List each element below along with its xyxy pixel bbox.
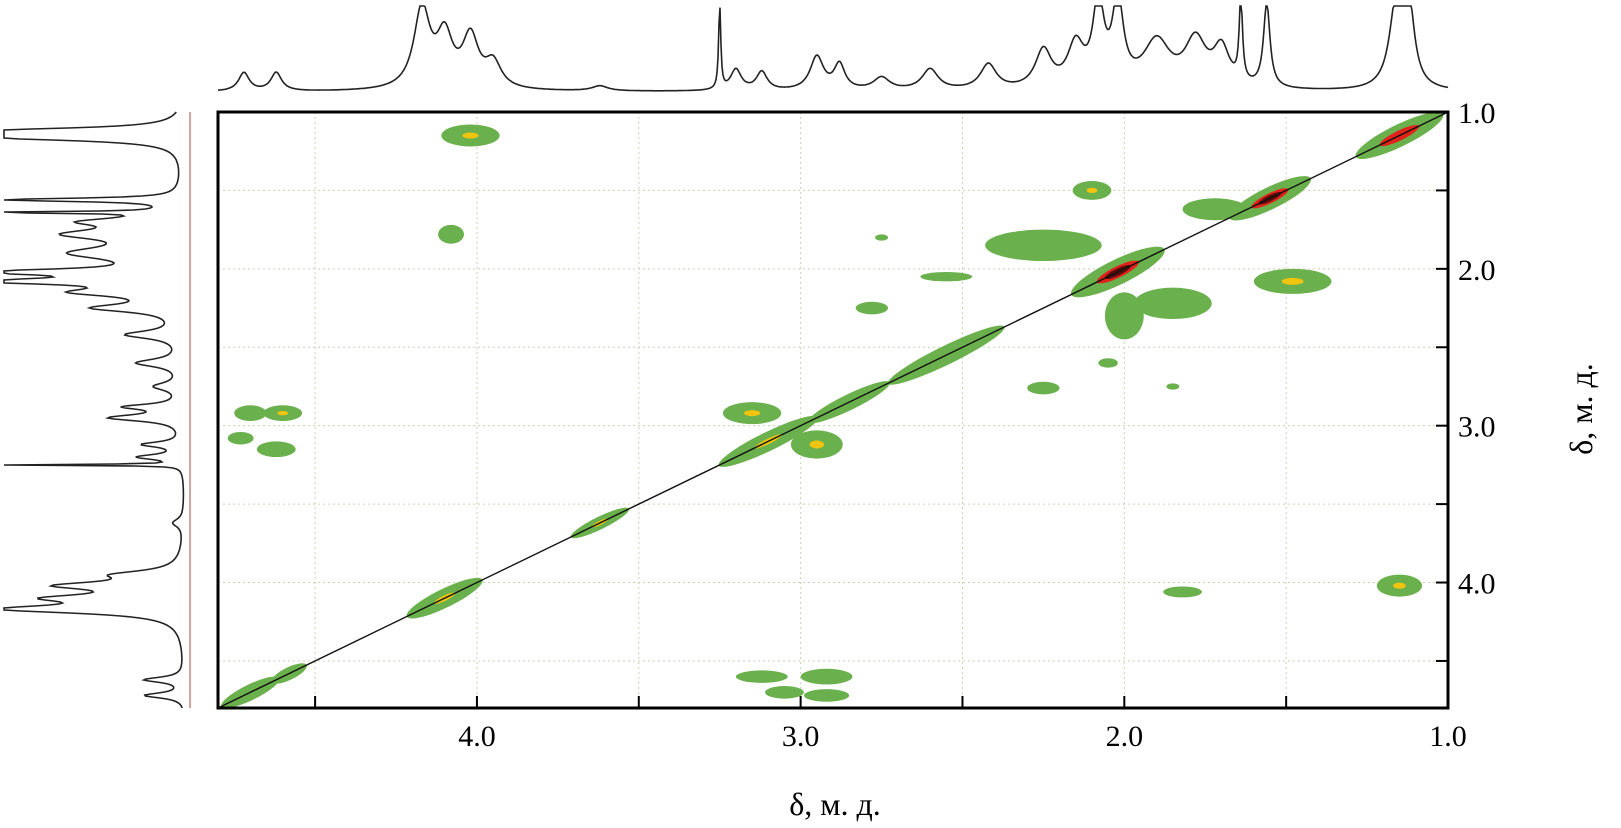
cross-peak bbox=[1134, 287, 1212, 320]
diagonal-line bbox=[217, 111, 1449, 709]
peak-contour bbox=[227, 431, 254, 445]
cross-peak bbox=[256, 441, 296, 458]
cross-peak bbox=[234, 405, 267, 421]
cross-peak bbox=[1027, 381, 1060, 395]
x-tick-label: 4.0 bbox=[458, 720, 496, 753]
cross-peak bbox=[1166, 383, 1180, 390]
y-tick-label: 1.0 bbox=[1458, 97, 1496, 130]
cross-peak bbox=[765, 686, 804, 699]
peak-contour bbox=[765, 686, 804, 699]
x-axis-label: δ, м. д. bbox=[789, 786, 881, 822]
cross-peak bbox=[722, 402, 782, 425]
peak-contour bbox=[1163, 586, 1203, 598]
peak-contour bbox=[1134, 287, 1212, 320]
cross-peak bbox=[875, 234, 889, 241]
plot-frame bbox=[216, 110, 1450, 710]
x-tick-label: 1.0 bbox=[1429, 720, 1467, 753]
cross-peak bbox=[790, 430, 843, 459]
peak-contour bbox=[256, 441, 296, 458]
left-projection-spectrum bbox=[3, 111, 185, 709]
peak-contour bbox=[855, 301, 889, 315]
cross-peak bbox=[735, 670, 788, 683]
x-tick-label: 2.0 bbox=[1106, 720, 1144, 753]
peak-contour bbox=[277, 410, 289, 416]
peak-contour bbox=[735, 670, 788, 683]
cross-peak bbox=[1253, 268, 1332, 294]
cross-peak bbox=[1104, 292, 1144, 340]
peak-contour bbox=[875, 234, 889, 241]
peak-contour bbox=[743, 410, 761, 417]
peak-contour bbox=[1393, 582, 1406, 589]
grid-layer bbox=[218, 111, 1449, 708]
peak-contour bbox=[1104, 292, 1144, 340]
y-tick-label: 4.0 bbox=[1458, 568, 1496, 601]
x-axis-ticks: 4.0 3.0 2.0 1.0 bbox=[314, 696, 1467, 753]
cross-peak bbox=[263, 405, 303, 421]
peak-contour bbox=[1281, 277, 1304, 285]
y-tick-label: 3.0 bbox=[1458, 411, 1496, 444]
peak-contour bbox=[234, 405, 267, 421]
peak-contour bbox=[1098, 358, 1118, 368]
peak-contour bbox=[438, 224, 465, 244]
cross-peak bbox=[985, 229, 1102, 261]
y-axis-label: δ, м. д. bbox=[1563, 363, 1599, 455]
peak-contour bbox=[920, 271, 973, 282]
y-axis-ticks: 1.0 2.0 3.0 4.0 bbox=[1436, 97, 1496, 662]
cross-peak bbox=[438, 224, 465, 244]
peak-contour bbox=[985, 229, 1102, 261]
cross-peak bbox=[920, 271, 973, 282]
peak-contour bbox=[462, 132, 479, 139]
x-tick-label: 3.0 bbox=[782, 720, 820, 753]
cross-peak bbox=[855, 301, 889, 315]
cross-peak bbox=[227, 431, 254, 445]
cross-peak bbox=[1072, 181, 1112, 200]
peak-contour bbox=[800, 668, 853, 685]
cross-peak bbox=[1376, 574, 1423, 597]
peak-contour bbox=[1027, 381, 1060, 395]
cross-peak bbox=[1163, 586, 1203, 598]
cross-peak bbox=[803, 689, 850, 702]
peak-contour bbox=[1166, 383, 1180, 390]
y-tick-label: 2.0 bbox=[1458, 254, 1496, 287]
cross-peak bbox=[1098, 358, 1118, 368]
peak-contour bbox=[809, 440, 825, 449]
cross-peak bbox=[441, 124, 500, 147]
peak-layer bbox=[221, 112, 1444, 709]
top-projection-spectrum bbox=[217, 5, 1449, 92]
peak-contour bbox=[803, 689, 850, 702]
cross-peak bbox=[800, 668, 853, 685]
peak-contour bbox=[1086, 187, 1098, 194]
